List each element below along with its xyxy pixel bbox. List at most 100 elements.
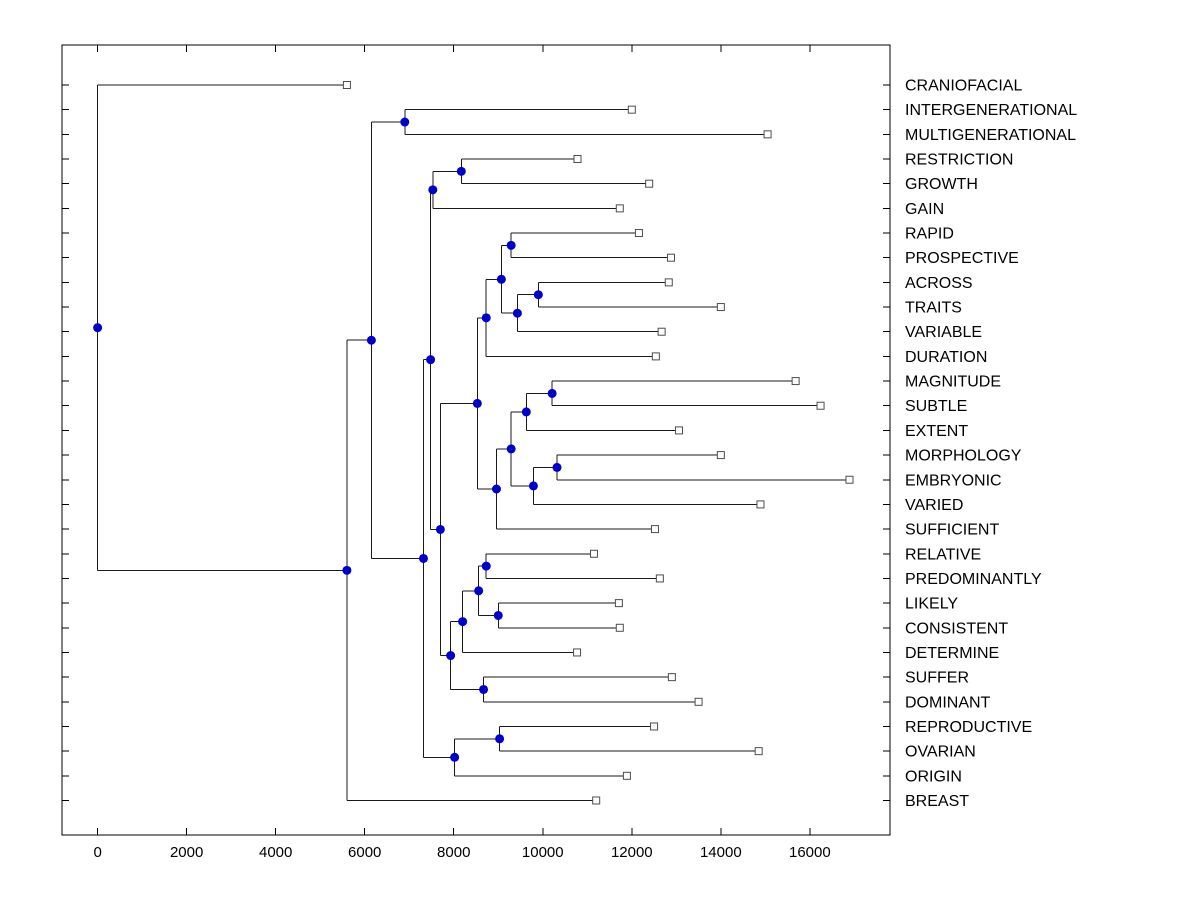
cluster-node-dot [93, 323, 103, 333]
leaf-label: TRAITS [905, 300, 962, 317]
branch-lines-layer [97, 84, 850, 801]
leaf-marker [694, 697, 703, 706]
leaf-label: INTERGENERATIONAL [905, 102, 1077, 119]
leaf-label: DOMINANT [905, 694, 991, 711]
x-tick-label: 14000 [700, 844, 742, 861]
leaf-marker [791, 377, 800, 386]
x-tick-label: 6000 [348, 844, 381, 861]
leaf-label: SUBTLE [905, 398, 967, 415]
cluster-node-dot [426, 355, 436, 365]
leaf-label: REPRODUCTIVE [905, 719, 1032, 736]
leaf-label: OVARIAN [905, 744, 976, 761]
x-tick-label: 8000 [437, 844, 470, 861]
x-tick-label: 10000 [522, 844, 564, 861]
cluster-node-dot [479, 684, 489, 694]
leaf-marker [674, 426, 683, 435]
cluster-node-dot [474, 586, 484, 596]
leaf-marker [716, 303, 725, 312]
leaf-label: BREAST [905, 793, 969, 810]
cluster-node-dot [547, 388, 557, 398]
leaf-label: RAPID [905, 226, 954, 243]
leaf-marker [615, 623, 624, 632]
cluster-node-dot [456, 166, 466, 176]
cluster-node-dot [428, 185, 438, 195]
leaf-label: GAIN [905, 201, 944, 218]
cluster-node-dot [418, 553, 428, 563]
leaf-label: LIKELY [905, 596, 958, 613]
leaf-marker [634, 229, 643, 238]
cluster-node-dot [506, 444, 516, 454]
leaf-label: DURATION [905, 349, 987, 366]
cluster-node-dot [450, 752, 460, 762]
leaf-label: RELATIVE [905, 546, 981, 563]
cluster-node-dot [493, 610, 503, 620]
leaf-marker [763, 130, 772, 139]
cluster-node-dot [446, 651, 456, 661]
leaf-label: CONSISTENT [905, 620, 1008, 637]
cluster-node-dot [342, 565, 352, 575]
cluster-node-dot [528, 481, 538, 491]
x-tick-label: 12000 [611, 844, 653, 861]
leaf-label: EMBRYONIC [905, 472, 1002, 489]
plot-border [61, 44, 891, 836]
leaf-marker [592, 796, 601, 805]
x-tick-label: 2000 [170, 844, 203, 861]
cluster-node-dot [552, 462, 562, 472]
cluster-node-dot [521, 407, 531, 417]
leaf-label: CRANIOFACIAL [905, 78, 1022, 95]
leaf-label: PROSPECTIVE [905, 250, 1019, 267]
leaf-marker [650, 722, 659, 731]
leaf-marker [650, 525, 659, 534]
cluster-node-dot [512, 308, 522, 318]
cluster-node-dot [366, 335, 376, 345]
x-tick-label: 0 [93, 844, 101, 861]
leaf-label: DETERMINE [905, 645, 999, 662]
leaf-label: MORPHOLOGY [905, 448, 1022, 465]
leaf-label: SUFFICIENT [905, 522, 999, 539]
leaf-marker [816, 401, 825, 410]
leaf-marker [342, 81, 351, 89]
axes-layer [61, 44, 891, 836]
cluster-node-dot [496, 274, 506, 284]
cluster-node-dot [458, 617, 468, 627]
leaf-marker [666, 253, 675, 262]
leaf-marker [627, 105, 636, 114]
leaf-marker [655, 574, 664, 583]
leaf-label: ACROSS [905, 275, 973, 292]
x-tick-label: 4000 [259, 844, 292, 861]
cluster-node-dot [495, 734, 505, 744]
leaf-marker [754, 747, 763, 756]
leaf-marker [651, 352, 660, 361]
leaf-marker [667, 673, 676, 682]
leaf-marker [614, 599, 623, 608]
text-layer: 0 2000 4000 6000 8000 10000 12000 14000 16000 CRA… [93, 78, 1077, 862]
leaf-label: VARIED [905, 497, 963, 514]
cluster-node-dot [481, 561, 491, 571]
leaf-label: RESTRICTION [905, 152, 1013, 169]
leaf-marker [664, 278, 673, 287]
leaf-label: MULTIGENERATIONAL [905, 127, 1076, 144]
leaf-label: PREDOMINANTLY [905, 571, 1042, 588]
leaf-marker [622, 771, 631, 780]
leaf-marker [657, 327, 666, 336]
cluster-node-dot [506, 240, 516, 250]
leaf-label: GROWTH [905, 176, 978, 193]
x-tick-label: 16000 [789, 844, 831, 861]
leaf-label: VARIABLE [905, 324, 982, 341]
leaf-marker [756, 500, 765, 509]
leaf-marker [589, 549, 598, 558]
leaf-label: ORIGIN [905, 768, 962, 785]
leaf-marker [573, 155, 582, 164]
leaf-marker [615, 204, 624, 213]
leaf-label: MAGNITUDE [905, 374, 1001, 391]
leaf-label: SUFFER [905, 670, 969, 687]
leaf-label: EXTENT [905, 423, 968, 440]
cluster-node-dot [491, 484, 501, 494]
markers-layer [93, 81, 854, 805]
leaf-marker [716, 451, 725, 460]
leaf-marker [573, 648, 582, 657]
leaf-marker [845, 475, 854, 484]
cluster-node-dot [400, 117, 410, 127]
